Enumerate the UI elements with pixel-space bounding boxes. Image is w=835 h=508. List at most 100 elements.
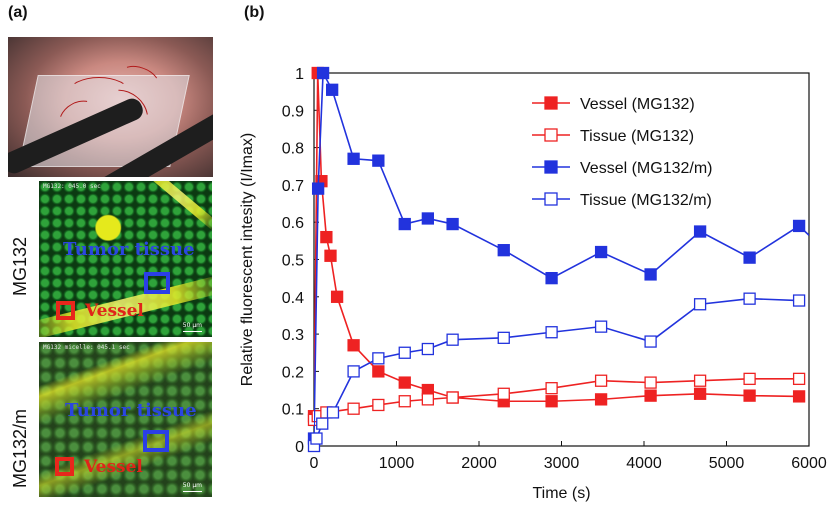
data-point (545, 326, 558, 339)
data-point (497, 387, 510, 400)
panel-a-label: (a) (8, 4, 28, 21)
data-point (594, 245, 608, 259)
data-point (693, 387, 707, 400)
y-tick-label: 0.3 (282, 327, 304, 344)
plot-frame (313, 72, 810, 447)
data-point (594, 320, 608, 333)
x-tick-label: 2000 (461, 455, 497, 472)
data-point (644, 376, 657, 389)
panel-b-label: (b) (244, 4, 265, 21)
data-point (792, 294, 806, 307)
data-point (398, 395, 411, 408)
data-point (330, 290, 344, 303)
tumor-tissue-label: Tumor tissue (63, 239, 195, 260)
data-point (398, 346, 411, 359)
microscopy-image-mg132m: MG132 micelle: 045.1 sec Tumor tissue Ve… (39, 342, 212, 497)
data-point (545, 271, 558, 285)
intensity-chart: 0 1000 2000 3000 4000 5000 6000 0 0.1 0.2 0.3 0.4 0.… (239, 66, 827, 502)
tumor-tissue-label: Tumor tissue (65, 400, 197, 421)
y-tick-label: 1 (295, 66, 304, 83)
tumor-roi-box (143, 430, 169, 452)
data-point (792, 219, 806, 233)
data-point (594, 374, 608, 387)
data-point (446, 333, 459, 346)
x-tick-label: 5000 (709, 455, 745, 472)
scale-bar: 50 μm (182, 322, 203, 332)
tumor-roi-box (144, 272, 170, 294)
data-point (316, 417, 329, 430)
y-tick-label: 0.1 (282, 402, 304, 419)
legend-label: Vessel (MG132/m) (580, 160, 712, 177)
y-tick-label: 0.6 (282, 215, 304, 232)
y-tick-label: 0.5 (282, 253, 304, 270)
x-tick-label: 6000 (791, 455, 827, 472)
data-point (372, 352, 385, 365)
data-point (311, 182, 325, 195)
data-point (792, 372, 806, 386)
data-point (644, 268, 657, 281)
data-point (792, 390, 806, 403)
data-point (594, 393, 608, 406)
legend-label: Tissue (MG132) (580, 128, 694, 145)
data-point (421, 342, 435, 356)
y-tick-label: 0.2 (282, 364, 304, 381)
scale-bar: 50 μm (182, 482, 203, 492)
data-point (644, 335, 657, 348)
data-point (497, 244, 510, 257)
data-point (347, 402, 360, 415)
data-point (743, 251, 756, 264)
window-chamber-photo (8, 37, 213, 177)
data-point (421, 212, 435, 225)
data-point (347, 339, 360, 352)
data-point (326, 406, 340, 419)
data-point (446, 391, 459, 404)
data-point (320, 230, 333, 244)
microscopy-image-mg132: MG132: 045.0 sec Tumor tissue Vessel 50 … (39, 181, 212, 337)
y-axis-label: Relative fluorescent intesity (I/Imax) (239, 133, 256, 386)
y-tick-label: 0.8 (282, 141, 304, 158)
data-point (693, 374, 707, 387)
row-label-mg132: MG132 (10, 236, 30, 296)
data-point (347, 365, 360, 378)
data-point (398, 376, 411, 389)
legend-marker (544, 160, 558, 174)
data-point (693, 225, 707, 238)
legend-marker (544, 192, 558, 206)
series-line (314, 72, 800, 417)
data-point (545, 395, 558, 408)
data-point (644, 389, 657, 402)
data-point (693, 298, 707, 311)
legend-label: Vessel (MG132) (580, 96, 695, 113)
vessel-roi-box (55, 457, 74, 476)
x-tick-label: 4000 (626, 455, 662, 472)
data-point (310, 432, 323, 445)
y-tick-label: 0.9 (282, 103, 304, 120)
y-tick-label: 0 (295, 439, 304, 456)
micro-2-caption: MG132 micelle: 045.1 sec (43, 344, 130, 351)
x-tick-label: 0 (310, 455, 319, 472)
data-point (372, 398, 385, 412)
data-point (446, 217, 459, 231)
legend-label: Tissue (MG132/m) (580, 192, 712, 209)
y-tick-label: 0.4 (282, 290, 304, 307)
vessel-roi-box (56, 301, 75, 320)
micro-1-caption: MG132: 045.0 sec (43, 183, 101, 190)
vessel-label: Vessel (85, 301, 144, 321)
data-point (743, 389, 756, 402)
legend-marker (544, 128, 558, 142)
series-line (314, 297, 800, 447)
data-point (545, 382, 558, 395)
x-axis-label: Time (s) (532, 485, 590, 502)
y-tick-label: 0.7 (282, 178, 304, 195)
data-point (326, 83, 339, 96)
data-point (398, 217, 411, 231)
vessel-label: Vessel (84, 457, 143, 477)
data-point (324, 249, 337, 262)
legend-marker (544, 96, 558, 110)
x-tick-label: 3000 (544, 455, 580, 472)
x-tick-label: 1000 (379, 455, 415, 472)
data-point (743, 292, 756, 305)
series-line (314, 70, 809, 439)
data-point (743, 372, 756, 386)
data-point (372, 154, 385, 167)
